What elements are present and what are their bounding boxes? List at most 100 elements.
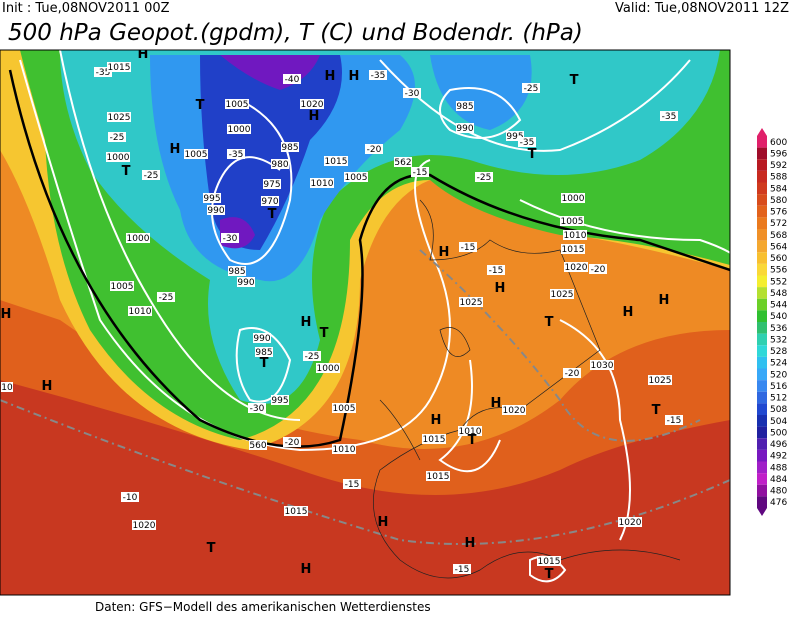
contour-label: 1005	[561, 217, 584, 227]
contour-label: -35	[520, 138, 535, 148]
colorbar-label: 512	[770, 394, 787, 404]
label-box	[561, 193, 585, 203]
label-box	[283, 437, 301, 447]
colorbar-cell	[757, 345, 767, 357]
contour-label: 1015	[562, 245, 585, 255]
contours	[19, 50, 730, 583]
pressure-center: H	[138, 47, 149, 62]
label-box	[126, 233, 150, 243]
label-box	[228, 266, 246, 276]
contour-label: 1015	[108, 63, 131, 73]
pressure-center: H	[659, 293, 670, 308]
colorbar-label: 568	[770, 231, 787, 241]
colorbar-cell	[757, 205, 767, 218]
colorbar-cell	[757, 217, 767, 229]
pressure-center: T	[570, 73, 579, 88]
colorbar-cell	[757, 333, 767, 346]
label-box	[324, 156, 348, 166]
label-box	[618, 517, 642, 527]
label-box	[394, 157, 412, 167]
pressure-center: H	[623, 305, 634, 320]
colorbar-label: 488	[770, 463, 787, 473]
isotherms	[0, 249, 730, 545]
colorbar-label: 536	[770, 324, 787, 334]
colorbar-cell	[757, 147, 767, 160]
contour-label: 1025	[460, 298, 483, 308]
label-box	[459, 297, 483, 307]
colorbar-label: 520	[770, 370, 787, 380]
contour-label: 1005	[345, 173, 368, 183]
pressure-center: H	[431, 413, 442, 428]
contour-label: 985	[228, 267, 245, 277]
contour-label: 990	[456, 124, 473, 134]
contour-label: 1000	[562, 194, 585, 204]
contour-label: 1010	[564, 231, 587, 241]
colorbar-cell	[757, 310, 767, 322]
contour-label: 985	[255, 348, 272, 358]
label-box	[253, 333, 271, 343]
label-box	[550, 289, 574, 299]
contour-label: -30	[223, 234, 238, 244]
title: 500 hPa Geopot.(gpdm), T (C) und Bodendr…	[8, 20, 583, 46]
label-box	[458, 426, 482, 436]
label-box	[332, 444, 356, 454]
colorbar-cell	[757, 159, 767, 171]
pressure-center: T	[268, 207, 277, 222]
label-box	[1, 382, 13, 392]
colorbar-label: 556	[770, 266, 787, 276]
contour-label: -25	[159, 293, 174, 303]
pressure-center: T	[652, 403, 661, 418]
label-box	[422, 434, 446, 444]
label-box	[271, 159, 289, 169]
label-box	[310, 178, 334, 188]
pressure-center: T	[528, 147, 537, 162]
colorbar-label: 528	[770, 347, 787, 357]
label-box	[456, 101, 474, 111]
label-box	[518, 137, 536, 147]
label-box	[506, 131, 524, 141]
label-box	[283, 74, 301, 84]
contour-label: 1010	[311, 179, 334, 189]
colorbar-cell	[757, 368, 767, 381]
colorbar-cell	[757, 391, 767, 404]
label-box	[502, 405, 526, 415]
label-box	[303, 351, 321, 361]
label-box	[221, 233, 239, 243]
label-box	[128, 306, 152, 316]
label-box	[411, 167, 429, 177]
colorbar-cell	[757, 496, 767, 508]
colorbar-label: 564	[770, 242, 787, 252]
pressure-center: T	[260, 356, 269, 371]
pressure-center: H	[495, 281, 506, 296]
label-box	[648, 375, 672, 385]
valid-time: Valid: Tue,08NOV2011 12Z	[615, 1, 789, 16]
contour-label: 1005	[185, 150, 208, 160]
colorbar-cell	[757, 229, 767, 241]
label-box	[563, 230, 587, 240]
colorbar-label: 508	[770, 405, 787, 415]
label-box	[560, 216, 584, 226]
label-box	[184, 149, 208, 159]
pressure-center: T	[122, 164, 131, 179]
label-box	[157, 292, 175, 302]
contour-label: 1020	[619, 518, 642, 528]
label-box	[487, 265, 505, 275]
colorbar-cell	[757, 322, 767, 334]
contour-label: 1010	[459, 427, 482, 437]
label-box	[316, 363, 340, 373]
colorbar-label: 524	[770, 359, 787, 369]
pressure-center: H	[325, 69, 336, 84]
label-box	[589, 264, 607, 274]
colorbar-label: 480	[770, 487, 787, 497]
label-box	[590, 360, 614, 370]
label-box	[343, 479, 361, 489]
colorbar-label: 540	[770, 312, 787, 322]
contour-label: 1015	[538, 557, 561, 567]
label-box	[263, 179, 281, 189]
label-box	[271, 395, 289, 405]
pressure-center: H	[301, 315, 312, 330]
contour-label: -10	[123, 493, 138, 503]
contour-label: 1000	[228, 125, 251, 135]
pressure-center: H	[349, 69, 360, 84]
colorbar-label: 492	[770, 452, 787, 462]
